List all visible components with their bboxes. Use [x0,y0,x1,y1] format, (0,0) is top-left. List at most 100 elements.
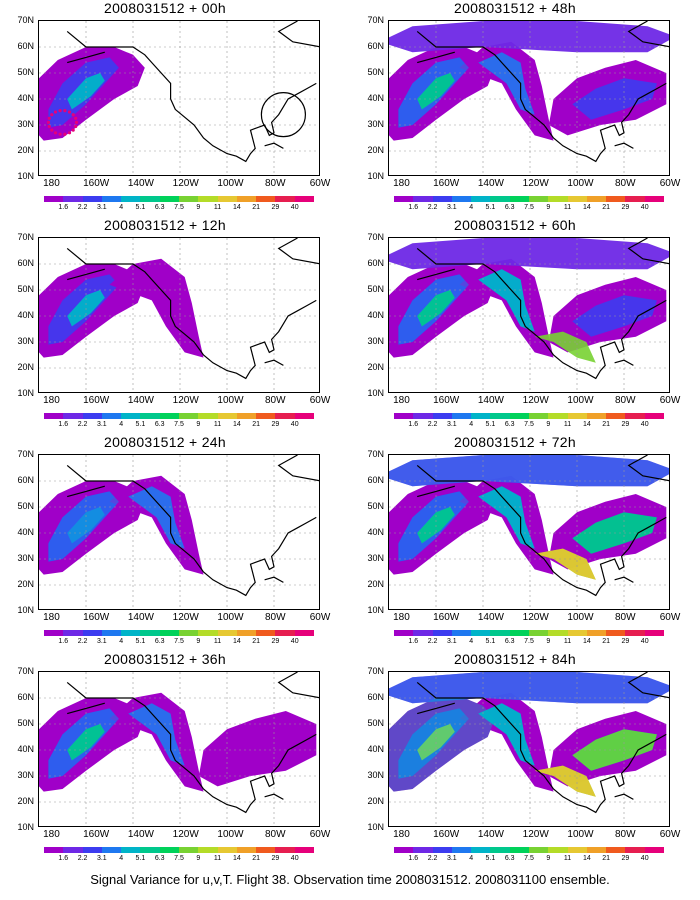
forecast-panel: 2008031512 + 72h 70N 60N 50N 40N 30N 20N 10N 180… [350,434,680,645]
latitude-label: 20N [17,145,34,155]
colorbar-swatch [606,847,626,853]
latitude-label: 20N [17,796,34,806]
colorbar-label: 14 [582,204,591,211]
longitude-label: 180 [393,829,410,840]
latitude-label: 40N [17,744,34,754]
colorbar-label: 29 [621,204,630,211]
longitude-label: 100W [217,178,244,189]
latitude-label: 50N [367,718,384,728]
colorbar-label: 11 [563,421,572,428]
longitude-label: 160W [83,178,110,189]
colorbar-swatch [217,630,237,636]
latitude-label: 10N [17,388,34,398]
colorbar-swatch [509,630,529,636]
longitude-label: 180 [43,395,60,406]
panel-title: 2008031512 + 36h [104,651,226,667]
colorbar-label: 7.5 [524,204,534,211]
colorbar-swatch [44,630,64,636]
latitude-label: 60N [367,258,384,268]
colorbar-swatch [567,847,587,853]
colorbar-label: 1.6 [58,204,69,211]
forecast-panel: 2008031512 + 84h 70N 60N 50N 40N 30N 20N 10N 180… [350,651,680,862]
colorbar-label: 6.3 [154,204,165,211]
colorbar-swatch [159,413,179,419]
colorbar-swatch [490,847,510,853]
colorbar-label: 11 [563,638,572,645]
latitude-label: 50N [367,67,384,77]
colorbar-label: 3.1 [446,855,457,862]
colorbar-label: 5.1 [135,204,146,211]
colorbar-swatch [509,413,529,419]
colorbar-label: 11 [563,855,572,862]
colorbar-label: 40 [290,638,299,645]
colorbar-label: 2.2 [427,855,438,862]
panel-title: 2008031512 + 48h [454,0,576,16]
longitude-label: 80W [614,178,636,189]
colorbar-label: 40 [640,855,649,862]
longitude-label: 180 [393,395,410,406]
colorbar-swatch [236,413,257,419]
colorbar-swatch [101,847,122,853]
longitude-label: 120W [522,612,549,623]
colorbar-swatch [471,196,491,202]
latitude-label: 10N [367,605,384,615]
colorbar-label: 2.2 [77,855,88,862]
longitude-label: 60W [659,178,681,189]
variance-map [38,20,320,176]
colorbar-label: 9 [196,855,201,862]
colorbar-swatch [490,413,510,419]
colorbar-swatch [217,847,237,853]
variance-map [388,20,670,176]
longitude-label: 60W [309,829,331,840]
colorbar [394,630,664,636]
latitude-label: 10N [367,388,384,398]
colorbar [44,413,314,419]
colorbar-swatch [644,413,664,419]
colorbar-label: 21 [252,638,261,645]
colorbar-label: 2.2 [77,204,88,211]
latitude-label: 30N [17,119,34,129]
colorbar-label: 2.2 [77,421,88,428]
longitude-label: 120W [172,829,199,840]
colorbar-swatch [82,413,102,419]
latitude-label: 20N [367,579,384,589]
latitude-label: 70N [367,15,384,25]
colorbar-swatch [528,630,549,636]
colorbar-swatch [256,196,276,202]
colorbar-label: 5.1 [485,638,496,645]
variance-map [388,454,670,610]
colorbar-label: 11 [213,204,222,211]
colorbar-label: 2.2 [77,638,88,645]
colorbar-swatch [451,630,472,636]
panel-title: 2008031512 + 72h [454,434,576,450]
colorbar-label: 40 [640,204,649,211]
colorbar-swatch [606,630,626,636]
colorbar-swatch [121,196,141,202]
colorbar-label: 14 [582,855,591,862]
longitude-label: 60W [309,612,331,623]
colorbar-swatch [82,847,102,853]
latitude-label: 30N [367,336,384,346]
colorbar-swatch [63,847,83,853]
colorbar-label: 1.6 [408,421,419,428]
colorbar-label: 6.3 [154,855,165,862]
colorbar-label: 6.3 [154,421,165,428]
colorbar-label: 40 [290,421,299,428]
colorbar-swatch [294,413,314,419]
colorbar-swatch [198,847,218,853]
longitude-label: 100W [567,612,594,623]
longitude-label: 60W [309,178,331,189]
variance-map [38,454,320,610]
forecast-panel: 2008031512 + 12h 70N 60N 50N 40N 30N 20N 10N 180… [0,217,330,428]
colorbar-label: 4 [119,855,124,862]
longitude-label: 140W [127,178,154,189]
colorbar-swatch [625,196,645,202]
latitude-label: 50N [17,501,34,511]
colorbar-label: 29 [621,638,630,645]
colorbar-label: 7.5 [524,855,534,862]
colorbar-label: 7.5 [174,638,184,645]
longitude-label: 80W [264,829,286,840]
longitude-label: 80W [264,395,286,406]
colorbar-label: 3.1 [96,421,107,428]
colorbar-swatch [432,630,452,636]
